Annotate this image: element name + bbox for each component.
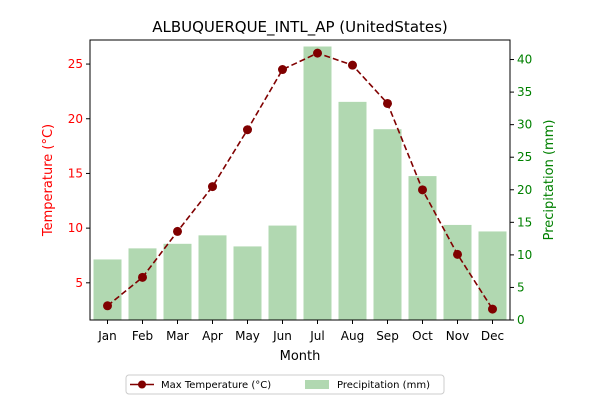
legend-bar-swatch	[305, 380, 329, 389]
left-y-tick-label: 15	[68, 166, 83, 180]
precip-bar-may	[233, 246, 262, 320]
x-tick-label: Feb	[132, 329, 153, 343]
temp-point-dec	[488, 304, 497, 314]
plot-frame	[89, 39, 511, 321]
left-y-axis: 5 10 15 20 25	[68, 57, 90, 290]
right-y-tick-label: 30	[517, 118, 532, 132]
temp-point-apr	[208, 182, 217, 192]
temp-point-jul	[313, 48, 322, 58]
precip-bar-jul	[303, 46, 332, 320]
left-y-tick-label: 20	[68, 112, 83, 126]
x-tick-label: Apr	[202, 329, 223, 343]
precip-bar-sep	[373, 129, 402, 320]
legend-marker-swatch	[138, 380, 146, 389]
right-y-tick-label: 35	[517, 85, 532, 99]
temp-point-mar	[173, 226, 182, 236]
legend: Max Temperature (°C) Precipitation (mm)	[125, 374, 445, 395]
right-y-tick-label: 15	[517, 215, 532, 229]
x-axis: Jan Feb Mar Apr May Jun Jul Aug Sep Oct Nov Dec	[97, 320, 504, 343]
precip-bar-jun	[268, 225, 297, 320]
chart-title: ALBUQUERQUE_INTL_AP (UnitedStates)	[152, 18, 448, 37]
x-tick-label: Dec	[481, 329, 504, 343]
x-tick-label: Oct	[412, 329, 433, 343]
right-y-axis: 0 5 10 15 20 25 30 35 40	[510, 53, 532, 327]
legend-box	[125, 374, 445, 395]
temp-point-jun	[278, 65, 287, 75]
x-tick-label: Jun	[272, 329, 292, 343]
precip-bar-feb	[128, 248, 157, 320]
right-y-tick-label: 0	[517, 313, 525, 327]
precip-bar-nov	[443, 224, 472, 320]
left-y-axis-label: Temperature (°C)	[41, 124, 56, 237]
precip-bar-jan	[93, 259, 122, 320]
x-tick-label: Jul	[309, 329, 324, 343]
right-y-tick-label: 10	[517, 248, 532, 262]
x-tick-label: Jan	[97, 329, 117, 343]
x-axis-label: Month	[280, 349, 321, 364]
legend-label-temperature: Max Temperature (°C)	[161, 380, 271, 391]
temp-point-may	[243, 125, 252, 135]
temp-point-aug	[348, 60, 357, 70]
temp-point-oct	[418, 185, 427, 195]
x-tick-label: Nov	[446, 329, 469, 343]
left-y-tick-label: 10	[68, 221, 83, 235]
x-tick-label: Sep	[376, 329, 399, 343]
legend-label-precipitation: Precipitation (mm)	[337, 380, 430, 391]
x-tick-label: Mar	[166, 329, 189, 343]
right-y-tick-label: 40	[517, 53, 532, 67]
x-tick-label: Aug	[341, 329, 364, 343]
precip-bar-oct	[408, 176, 437, 320]
temp-point-feb	[138, 272, 147, 282]
right-y-axis-label: Precipitation (mm)	[542, 120, 557, 241]
left-y-tick-label: 5	[75, 276, 83, 290]
precip-bar-apr	[198, 235, 227, 320]
temp-point-sep	[383, 98, 392, 108]
left-y-tick-label: 25	[68, 57, 83, 71]
right-y-tick-label: 5	[517, 280, 525, 294]
precip-bar-aug	[338, 101, 367, 320]
x-tick-label: May	[235, 329, 260, 343]
right-y-tick-label: 20	[517, 183, 532, 197]
precip-bar-mar	[163, 243, 192, 320]
temperature-line	[103, 48, 497, 314]
temp-point-jan	[103, 301, 112, 311]
right-y-tick-label: 25	[517, 150, 532, 164]
temperature-line-path	[106, 52, 494, 310]
temp-point-nov	[453, 249, 462, 259]
